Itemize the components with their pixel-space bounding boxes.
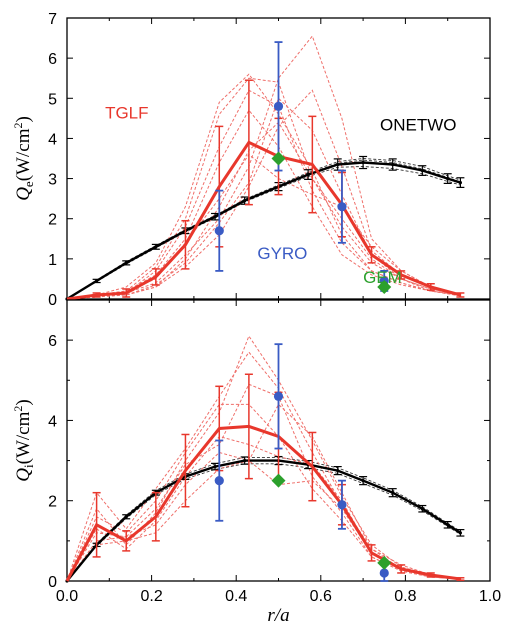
- gyro-point: [337, 500, 347, 510]
- y-label-sup: 2: [11, 406, 25, 412]
- x-tick-label: 1.0: [479, 588, 501, 605]
- y-label-q: Q: [13, 468, 34, 482]
- y-label-close: ): [13, 399, 34, 405]
- annotation-gyro: GYRO: [257, 244, 307, 263]
- gyro-point: [273, 101, 284, 111]
- onetwo-point: [95, 279, 99, 283]
- x-axis-label: r/a: [267, 605, 289, 625]
- gem-point: [271, 473, 286, 488]
- tglf-ensemble-line: [66, 35, 461, 300]
- onetwo-point: [446, 176, 450, 181]
- plot-area: [65, 335, 465, 583]
- annotation-tglf: TGLF: [105, 103, 148, 122]
- y-tick-label: 1: [48, 252, 57, 269]
- gyro-point: [337, 202, 347, 212]
- onetwo-point: [306, 172, 310, 177]
- annotation-onetwo: ONETWO: [380, 115, 457, 134]
- onetwo-point: [391, 491, 395, 495]
- onetwo-ensemble-line: [66, 463, 461, 582]
- x-tick-label: 0.2: [140, 588, 162, 605]
- y-tick-label: 7: [48, 11, 57, 28]
- onetwo-line: [66, 459, 462, 582]
- x-tick-label: 0.8: [394, 588, 416, 605]
- tglf-ensemble-line: [66, 89, 461, 300]
- onetwo-point: [243, 199, 247, 203]
- onetwo-point: [336, 469, 340, 473]
- tglf-ensemble-line: [66, 435, 461, 582]
- gyro-point: [379, 568, 389, 578]
- onetwo-point: [446, 523, 450, 527]
- gyro-point: [273, 391, 284, 401]
- onetwo-point: [458, 531, 462, 535]
- tglf-ensemble-line: [66, 351, 461, 582]
- y-tick-label: 4: [48, 131, 57, 148]
- tglf-ensemble-line: [66, 460, 461, 582]
- y-tick-label: 2: [48, 494, 57, 511]
- tglf-ensemble-line: [66, 383, 461, 582]
- annotation-gem: GEM: [363, 268, 402, 287]
- y-tick-label: 5: [48, 91, 57, 108]
- onetwo-point: [336, 162, 340, 167]
- onetwo-point: [213, 464, 217, 469]
- tglf-ensemble-line: [66, 109, 461, 300]
- x-tick-label: 0.0: [56, 588, 78, 605]
- onetwo-point: [213, 215, 217, 219]
- gyro-point: [214, 476, 224, 486]
- tglf-line: [66, 140, 461, 301]
- onetwo-point: [391, 162, 395, 167]
- onetwo-point: [420, 507, 424, 511]
- onetwo-point: [154, 245, 158, 249]
- tglf-ensemble-line: [66, 97, 461, 300]
- gem-point: [271, 151, 286, 166]
- y-label-q: Q: [13, 187, 34, 201]
- x-tick-label: 0.6: [310, 588, 332, 605]
- y-tick-label: 0: [48, 574, 57, 591]
- y-tick-label: 6: [48, 333, 57, 350]
- onetwo-point: [361, 479, 365, 483]
- y-tick-label: 3: [48, 172, 57, 189]
- y-tick-label: 4: [48, 413, 57, 430]
- onetwo-ensemble-line: [66, 166, 461, 300]
- gem-point: [377, 279, 392, 294]
- onetwo-point: [420, 168, 424, 173]
- y-axis-label: Qi(W/cm2): [11, 399, 36, 481]
- y-tick-label: 0: [48, 292, 57, 309]
- gem-point: [377, 555, 392, 570]
- plot-area: [65, 35, 465, 301]
- tglf-line: [65, 424, 461, 582]
- onetwo-point: [361, 160, 365, 165]
- y-axis-label: Qe(W/cm2): [11, 116, 36, 201]
- onetwo-point: [124, 515, 128, 519]
- y-label-unit: (W/cm: [13, 411, 34, 464]
- tglf-ensemble-line: [66, 121, 461, 300]
- onetwo-point: [124, 261, 128, 265]
- y-tick-label: 6: [48, 51, 57, 68]
- y-label-unit: (W/cm: [13, 128, 34, 181]
- gyro-point: [214, 226, 224, 236]
- y-label-close: ): [13, 116, 34, 122]
- y-label-sub: i: [21, 464, 36, 468]
- onetwo-point: [458, 180, 462, 185]
- tglf-ensemble-line: [66, 77, 461, 300]
- x-tick-label: 0.4: [225, 588, 247, 605]
- y-label-sub: e: [21, 181, 36, 187]
- y-label-sup: 2: [11, 123, 25, 129]
- onetwo-point: [243, 458, 247, 463]
- y-tick-label: 2: [48, 212, 57, 229]
